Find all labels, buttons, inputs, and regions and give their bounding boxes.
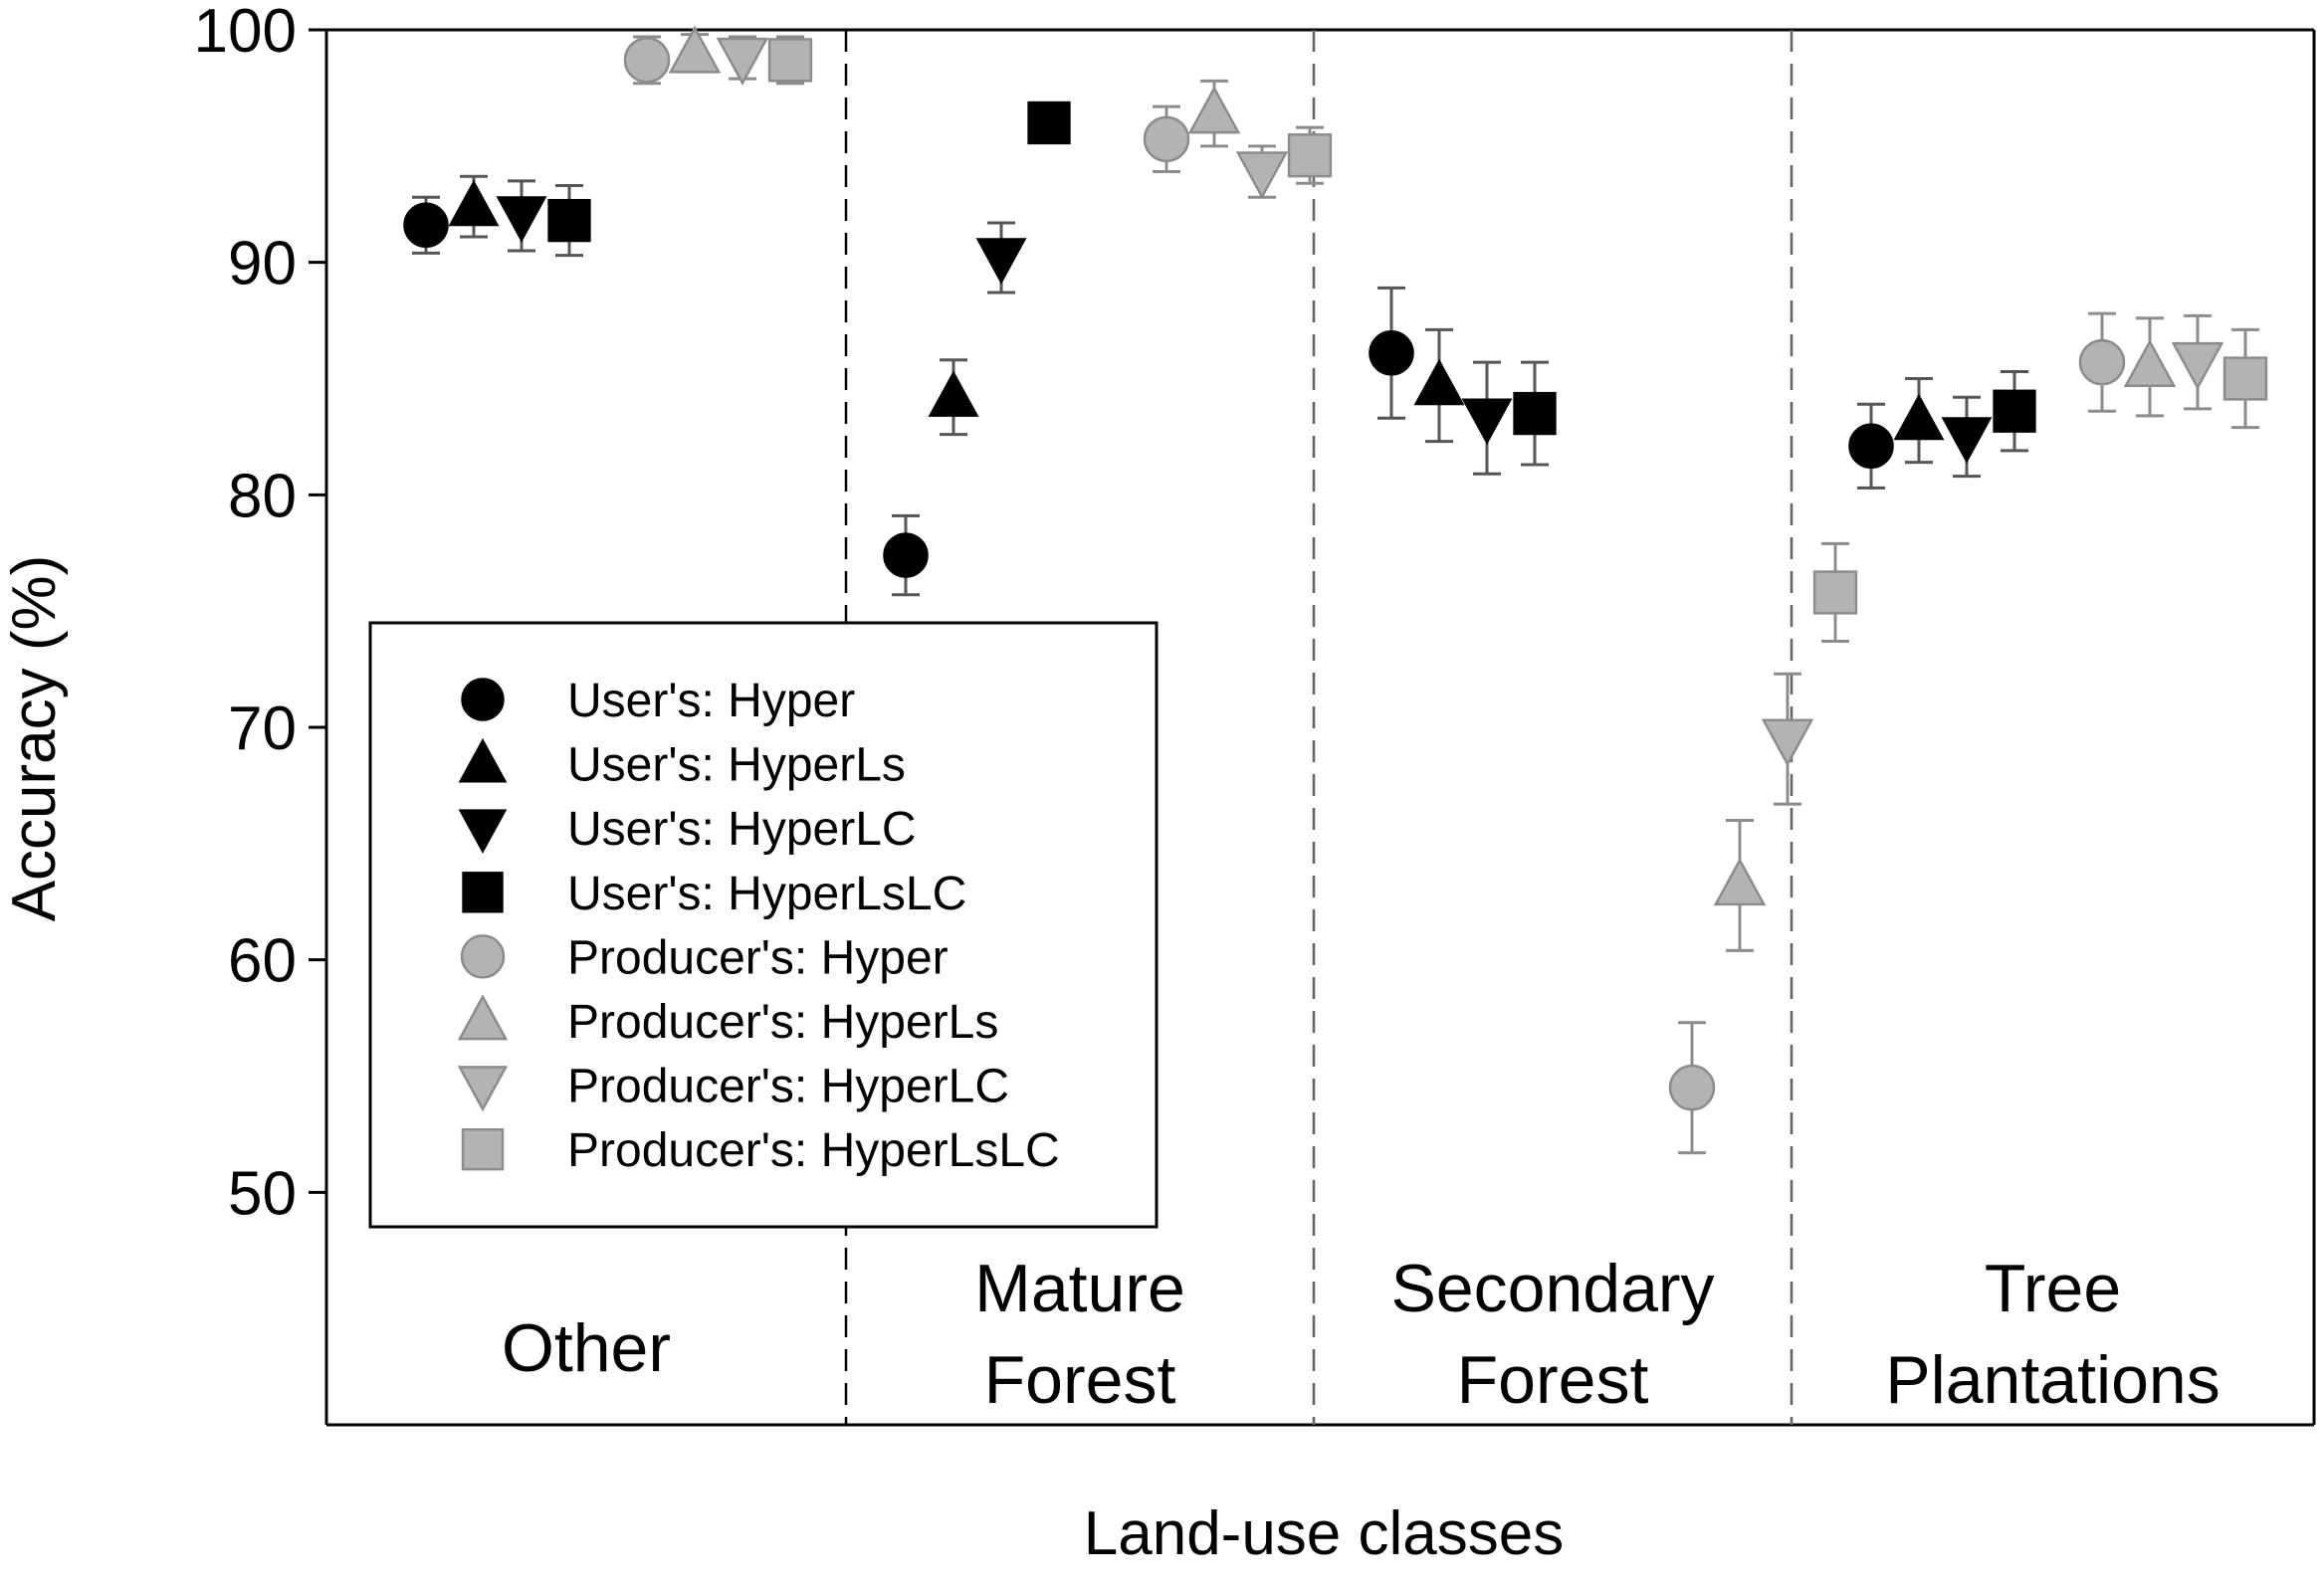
data-point (1893, 393, 1945, 441)
series-user-s-hyper (403, 195, 1894, 597)
data-point (623, 37, 671, 84)
data-point (668, 25, 722, 74)
data-point (1235, 151, 1289, 200)
category-label: Other (502, 1310, 671, 1386)
data-point (1369, 330, 1414, 376)
data-point (2171, 341, 2224, 391)
data-series (403, 25, 2268, 1155)
data-point (1713, 857, 1767, 906)
legend-marker (457, 1066, 509, 1112)
legend-entry-label: Producer's: HyperLs (567, 996, 998, 1049)
y-axis: 50 60 70 80 90 100 (194, 0, 326, 1228)
data-point (928, 370, 979, 417)
category-labels: Other Mature Forest Secondary Forest Tree Plan… (502, 1251, 2220, 1418)
data-point (975, 238, 1027, 285)
data-point (1287, 133, 1333, 178)
legend-marker (458, 809, 508, 854)
data-point (1461, 398, 1513, 446)
data-point (1143, 115, 1190, 163)
series-producer-s-hyperlslc (767, 35, 2268, 644)
x-axis-label: Land-use classes (1084, 1499, 1565, 1568)
y-tick-label: 90 (228, 230, 297, 298)
data-point (547, 198, 591, 243)
data-point (2078, 338, 2126, 386)
data-point (1413, 358, 1465, 406)
y-tick-label: 100 (194, 0, 297, 66)
data-point (1848, 423, 1894, 470)
series-user-s-hyperlslc (547, 100, 2036, 467)
data-point (1187, 86, 1241, 134)
series-producer-s-hyper (623, 35, 2126, 1155)
series-user-s-hyperls (448, 174, 1945, 465)
legend-entry-label: User's: Hyper (567, 675, 855, 727)
legend-box (368, 621, 1159, 1229)
legend-entry-label: User's: HyperLs (567, 739, 906, 792)
data-point (496, 196, 547, 243)
y-tick-label: 80 (228, 462, 297, 530)
legend-marker (461, 678, 505, 721)
series-user-s-hyperlc (496, 179, 1993, 479)
category-label: Plantations (1885, 1342, 2219, 1418)
data-point (1027, 100, 1071, 145)
data-point (403, 202, 449, 249)
data-point (716, 37, 769, 86)
data-point (2222, 356, 2268, 401)
data-point (2123, 338, 2177, 388)
legend-entry-label: User's: HyperLsLC (567, 868, 966, 920)
legend-entry-label: User's: HyperLC (567, 803, 917, 856)
y-tick-label: 70 (228, 695, 297, 763)
data-point (767, 38, 813, 83)
y-tick-label: 50 (228, 1159, 297, 1228)
category-label: Forest (1457, 1342, 1649, 1418)
category-label: Tree (1985, 1251, 2121, 1326)
legend-marker (461, 1128, 505, 1171)
category-label: Secondary (1390, 1251, 1714, 1326)
data-point (1668, 1064, 1716, 1111)
y-tick-label: 60 (228, 927, 297, 996)
series-producer-s-hyperlc (716, 35, 2224, 806)
legend: User's: Hyper User's: HyperLs User's: Hype… (368, 621, 1159, 1229)
data-point (1513, 391, 1557, 436)
legend-marker (458, 737, 508, 783)
data-point (1941, 417, 1993, 464)
data-point (883, 532, 929, 578)
data-point (1812, 570, 1858, 615)
legend-entry-label: Producer's: HyperLsLC (567, 1124, 1060, 1177)
legend-marker (460, 934, 506, 979)
legend-marker (457, 994, 509, 1041)
data-point (448, 179, 500, 227)
y-axis-label: Accuracy (%) (0, 555, 69, 922)
category-label: Forest (984, 1342, 1176, 1418)
legend-marker (462, 872, 504, 913)
series-producer-s-hyperls (668, 25, 2177, 952)
data-point (1993, 389, 2036, 433)
category-label: Mature (974, 1251, 1185, 1326)
legend-entry-label: Producer's: Hyper (567, 931, 949, 984)
legend-entry-label: Producer's: HyperLC (567, 1061, 1009, 1113)
data-point (1761, 718, 1814, 767)
